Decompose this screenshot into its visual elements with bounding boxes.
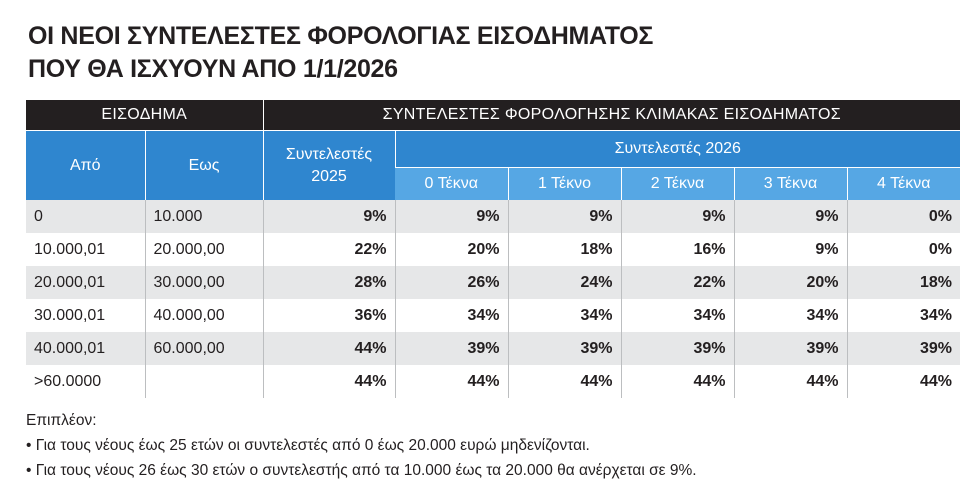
column-header: Συντελεστές 2025: [262, 130, 396, 200]
rate-cell: 39%: [846, 332, 961, 365]
rate-cell: 28%: [262, 266, 396, 299]
rate-cell: 16%: [620, 233, 735, 266]
group-header: ΕΙΣΟΔΗΜΑ: [26, 100, 264, 131]
notes-heading: Επιπλέον:: [26, 412, 97, 429]
subcolumn-header: 4 Τέκνα: [846, 167, 961, 200]
table-row: >60.0000 44% 44% 44% 44% 44% 44%: [26, 365, 961, 398]
income-cell: [144, 365, 264, 398]
notes: Επιπλέον: Για τους νέους έως 25 ετών οι …: [26, 408, 697, 483]
title: ΟΙ ΝΕΟΙ ΣΥΝΤΕΛΕΣΤΕΣ ΦΟΡΟΛΟΓΙΑΣ ΕΙΣΟΔΗΜΑΤ…: [28, 20, 653, 86]
rate-cell: 44%: [262, 365, 396, 398]
income-cell: 40.000,00: [144, 299, 264, 332]
note-item: Για τους νέους 26 έως 30 ετών ο συντελεσ…: [26, 458, 697, 483]
income-cell: 40.000,01: [26, 332, 145, 365]
column-header: Από: [26, 130, 145, 200]
income-cell: 60.000,00: [144, 332, 264, 365]
rate-cell: 18%: [846, 266, 961, 299]
rate-cell: 0%: [846, 200, 961, 233]
income-cell: 0: [26, 200, 145, 233]
income-cell: >60.0000: [34, 372, 102, 390]
rate-cell: 39%: [620, 332, 735, 365]
table-row: 40.000,01 60.000,00 44% 39% 39% 39% 39% 39%: [26, 332, 961, 365]
rate-cell: 39%: [733, 332, 848, 365]
column-header-row: Από Εως Συντελεστές 2025 Συντελεστές 202…: [26, 130, 961, 200]
title-line: ΠΟΥ ΘΑ ΙΣΧΥΟΥΝ ΑΠΟ 1/1/2026: [28, 55, 398, 83]
rate-cell: 9%: [733, 233, 848, 266]
column-header: Εως: [144, 130, 264, 200]
subcolumn-header-row: 0 Τέκνα 1 Τέκνο 2 Τέκνα 3 Τέκνα 4 Τέκνα: [26, 167, 961, 200]
rate-cell: 34%: [507, 299, 622, 332]
income-cell: 30.000,01: [34, 306, 106, 324]
rate-cell: 22%: [262, 233, 396, 266]
rate-cell: 9%: [620, 200, 735, 233]
rate-cell: 26%: [394, 266, 509, 299]
rate-cell: 44%: [733, 365, 848, 398]
income-cell: 10.000: [144, 200, 264, 233]
subcolumn-header: 2 Τέκνα: [620, 167, 735, 200]
rate-cell: 9%: [394, 200, 509, 233]
rate-cell: 20%: [733, 266, 848, 299]
table-row: 20.000,01 30.000,00 28% 26% 24% 22% 20% 18%: [26, 266, 961, 299]
rate-cell: 34%: [733, 299, 848, 332]
tax-table: ΕΙΣΟΔΗΜΑ ΣΥΝΤΕΛΕΣΤΕΣ ΦΟΡΟΛΟΓΗΣΗΣ ΚΛΙΜΑΚΑ…: [26, 100, 961, 398]
rate-cell: 34%: [394, 299, 509, 332]
group-header: ΣΥΝΤΕΛΕΣΤΕΣ ΦΟΡΟΛΟΓΗΣΗΣ ΚΛΙΜΑΚΑΣ ΕΙΣΟΔΗΜ…: [262, 100, 961, 131]
rate-cell: 18%: [507, 233, 622, 266]
rate-cell: 39%: [394, 332, 509, 365]
rate-cell: 44%: [846, 365, 961, 398]
subcolumn-header: 3 Τέκνα: [733, 167, 848, 200]
rate-cell: 44%: [262, 332, 396, 365]
note-item: Για τους νέους έως 25 ετών οι συντελεστέ…: [26, 433, 697, 458]
title-line: ΟΙ ΝΕΟΙ ΣΥΝΤΕΛΕΣΤΕΣ ΦΟΡΟΛΟΓΙΑΣ ΕΙΣΟΔΗΜΑΤ…: [28, 22, 654, 50]
rate-cell: 44%: [507, 365, 622, 398]
income-cell: 10.000,01: [34, 240, 106, 258]
table-row: 10.000,01 20.000,00 22% 20% 18% 16% 9% 0%: [26, 233, 961, 266]
subcolumn-header: 1 Τέκνο: [507, 167, 622, 200]
rate-cell: 34%: [846, 299, 961, 332]
rate-cell: 0%: [846, 233, 961, 266]
rate-cell: 44%: [620, 365, 735, 398]
rate-cell: 24%: [507, 266, 622, 299]
rate-cell: 22%: [620, 266, 735, 299]
rate-cell: 9%: [507, 200, 622, 233]
rate-cell: 34%: [620, 299, 735, 332]
subgroup-header: Συντελεστές 2026: [394, 130, 961, 168]
rate-cell: 39%: [507, 332, 622, 365]
rate-cell: 36%: [262, 299, 396, 332]
subcolumn-header: 0 Τέκνα: [395, 167, 509, 200]
table-row: 0 10.000 9% 9% 9% 9% 9% 0%: [26, 200, 961, 233]
rate-cell: 20%: [394, 233, 509, 266]
income-cell: 30.000,00: [144, 266, 264, 299]
rate-cell: 44%: [394, 365, 509, 398]
rate-cell: 9%: [733, 200, 848, 233]
income-cell: 20.000,01: [26, 266, 145, 299]
income-cell: 20.000,00: [144, 233, 264, 266]
table-row: 30.000,01 40.000,00 36% 34% 34% 34% 34% 34%: [26, 299, 961, 332]
rate-cell: 9%: [262, 200, 396, 233]
group-header-row: ΕΙΣΟΔΗΜΑ ΣΥΝΤΕΛΕΣΤΕΣ ΦΟΡΟΛΟΓΗΣΗΣ ΚΛΙΜΑΚΑ…: [26, 100, 961, 131]
